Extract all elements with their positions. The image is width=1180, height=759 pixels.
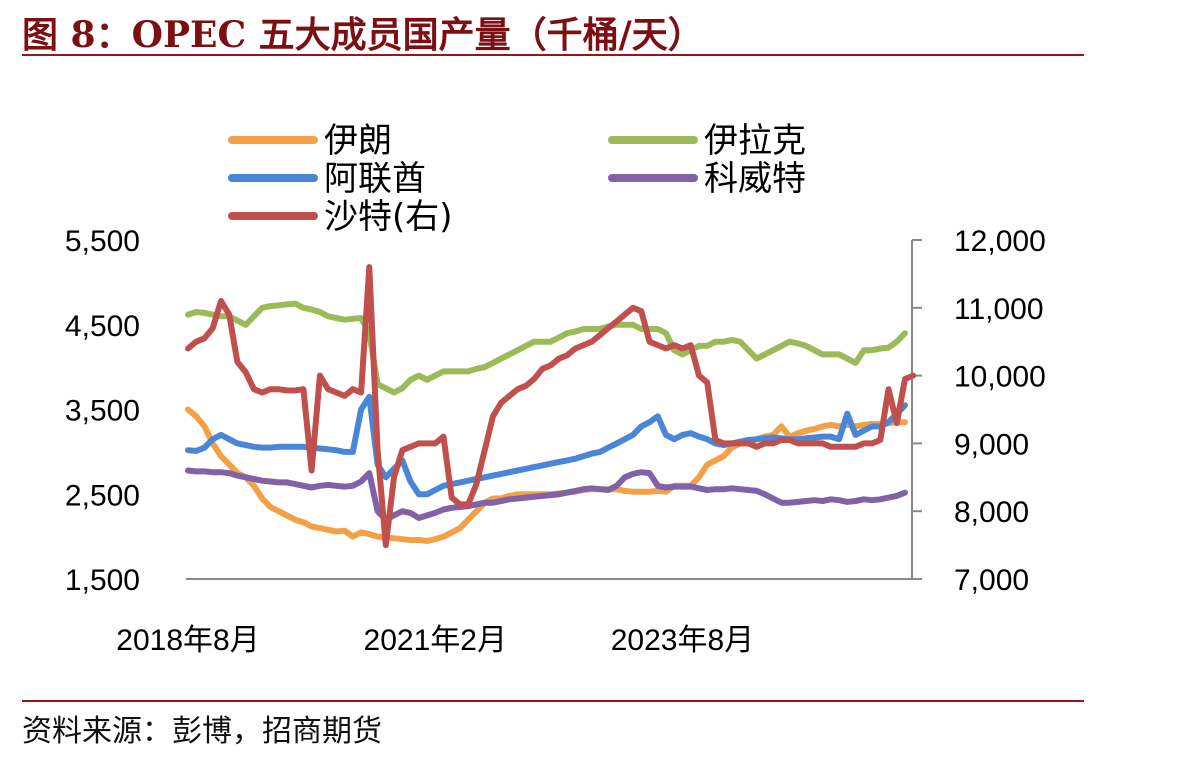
series-line-iran	[185, 406, 908, 544]
right-y-tick-label: 12,000	[954, 225, 1046, 258]
legend-label-iran: 伊朗	[324, 121, 392, 161]
right-y-tick-label: 7,000	[954, 564, 1029, 597]
series-line-iraq	[185, 300, 908, 396]
left-y-tick-label: 4,500	[65, 310, 140, 343]
chart-title: 图 8：OPEC 五大成员国产量（千桶/天）	[22, 14, 704, 56]
right-y-tick-label: 11,000	[954, 293, 1044, 326]
left-y-tick-label: 2,500	[65, 479, 140, 512]
source-note: 资料来源：彭博，招商期货	[22, 714, 382, 749]
chart-axes: 1,500 2,500 3,500 4,500 5,500 7,000 8,000 9,000…	[65, 225, 1046, 657]
series-line-saudi	[185, 264, 917, 549]
source-divider	[22, 700, 1084, 702]
left-y-tick-label: 5,500	[65, 225, 140, 258]
left-y-tick-label: 3,500	[65, 395, 140, 428]
right-y-tick-label: 9,000	[954, 428, 1029, 461]
legend-label-kuwait: 科威特	[704, 159, 806, 199]
x-tick-label: 2021年2月	[364, 624, 507, 657]
title-divider	[22, 54, 1084, 56]
series-layer	[185, 264, 917, 549]
legend-label-iraq: 伊拉克	[704, 121, 806, 161]
legend-label-uae: 阿联酋	[324, 159, 426, 199]
series-line-kuwait	[185, 467, 908, 523]
right-y-tick-label: 10,000	[954, 361, 1046, 394]
left-y-tick-label: 1,500	[65, 564, 140, 597]
legend-label-saudi: 沙特(右)	[324, 197, 453, 237]
x-tick-label: 2018年8月	[116, 624, 259, 657]
right-y-tick-label: 8,000	[954, 496, 1029, 529]
x-tick-label: 2023年8月	[611, 624, 754, 657]
